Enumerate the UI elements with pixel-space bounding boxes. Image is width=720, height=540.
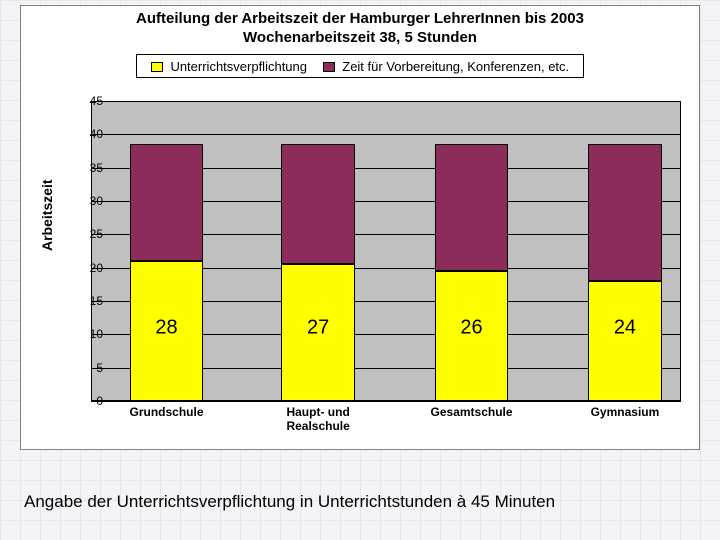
legend-swatch-0: [151, 62, 163, 72]
bar-overlay-value: 26: [460, 316, 482, 339]
bars-layer: [91, 101, 681, 401]
legend-label-0: Unterrichtsverpflichtung: [170, 59, 307, 74]
chart-title: Aufteilung der Arbeitszeit der Hamburger…: [21, 6, 699, 48]
chart-frame: Aufteilung der Arbeitszeit der Hamburger…: [20, 5, 700, 450]
bar-segment-bottom: [588, 281, 662, 401]
legend-swatch-1: [323, 62, 335, 72]
bar-group: [281, 101, 355, 401]
y-tick-label: 15: [73, 294, 103, 308]
y-tick-label: 5: [73, 361, 103, 375]
bar-segment-top: [435, 144, 509, 271]
title-line-2: Wochenarbeitszeit 38, 5 Stunden: [21, 29, 699, 48]
bar-segment-top: [281, 144, 355, 264]
y-tick-label: 0: [73, 394, 103, 408]
bar-segment-top: [130, 144, 204, 261]
x-tick-label: Grundschule: [130, 406, 204, 420]
y-tick-label: 10: [73, 327, 103, 341]
bar-overlay-value: 24: [614, 316, 636, 339]
x-tick-label: Haupt- und Realschule: [286, 406, 349, 434]
legend-item-1: Zeit für Vorbereitung, Konferenzen, etc.: [323, 59, 570, 74]
y-tick-label: 35: [73, 161, 103, 175]
x-tick-label: Gymnasium: [591, 406, 660, 420]
bar-group: [130, 101, 204, 401]
plot-area: GrundschuleHaupt- und RealschuleGesamtsc…: [91, 101, 681, 401]
gridline: [91, 401, 681, 402]
title-line-1: Aufteilung der Arbeitszeit der Hamburger…: [21, 10, 699, 29]
x-tick-label: Gesamtschule: [431, 406, 513, 420]
legend-label-1: Zeit für Vorbereitung, Konferenzen, etc.: [342, 59, 569, 74]
y-tick-label: 45: [73, 94, 103, 108]
bar-overlay-value: 28: [155, 316, 177, 339]
y-tick-label: 40: [73, 127, 103, 141]
bar-segment-top: [588, 144, 662, 281]
y-tick-label: 25: [73, 227, 103, 241]
y-tick-label: 20: [73, 261, 103, 275]
legend: Unterrichtsverpflichtung Zeit für Vorber…: [136, 54, 584, 78]
legend-item-0: Unterrichtsverpflichtung: [151, 59, 307, 74]
y-tick-label: 30: [73, 194, 103, 208]
footnote: Angabe der Unterrichtsverpflichtung in U…: [24, 492, 555, 512]
bar-group: [435, 101, 509, 401]
bar-group: [588, 101, 662, 401]
y-axis-title: Arbeitszeit: [39, 179, 55, 251]
bar-overlay-value: 27: [307, 316, 329, 339]
